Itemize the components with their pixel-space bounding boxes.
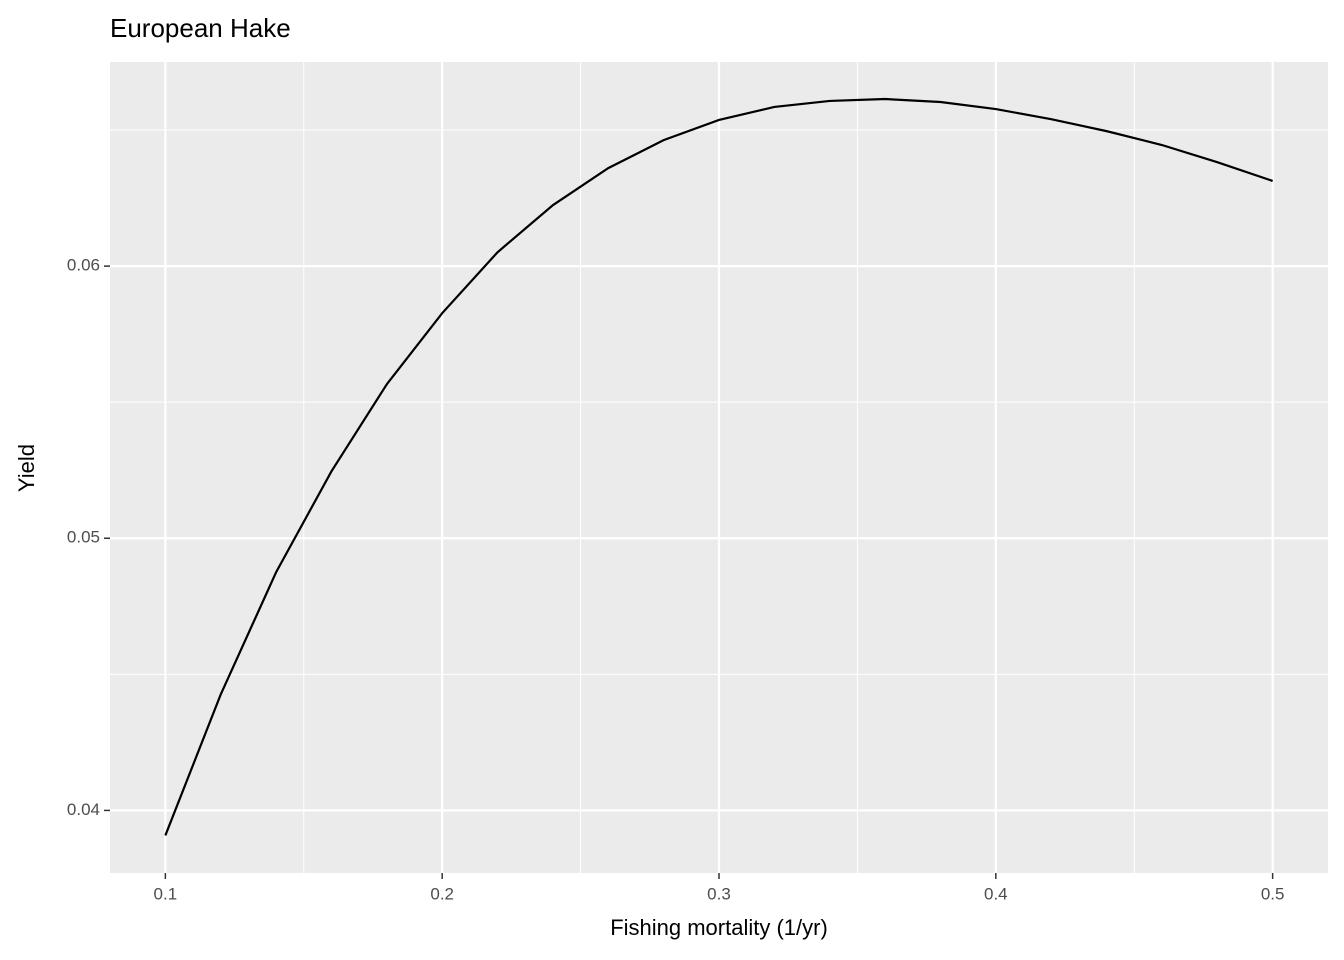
y-tick-label: 0.04: [67, 800, 100, 819]
x-tick-label: 0.3: [707, 884, 731, 903]
data-line: [164, 97, 1273, 836]
x-tick-label: 0.1: [154, 884, 178, 903]
x-tick-label: 0.5: [1261, 884, 1285, 903]
y-tick-label: 0.06: [67, 256, 100, 275]
x-tick-label: 0.4: [984, 884, 1008, 903]
chart-title: European Hake: [110, 13, 291, 43]
x-axis-title: Fishing mortality (1/yr): [610, 915, 828, 940]
y-tick-label: 0.05: [67, 528, 100, 547]
x-tick-label: 0.2: [430, 884, 454, 903]
y-axis-title: Yield: [14, 444, 39, 492]
